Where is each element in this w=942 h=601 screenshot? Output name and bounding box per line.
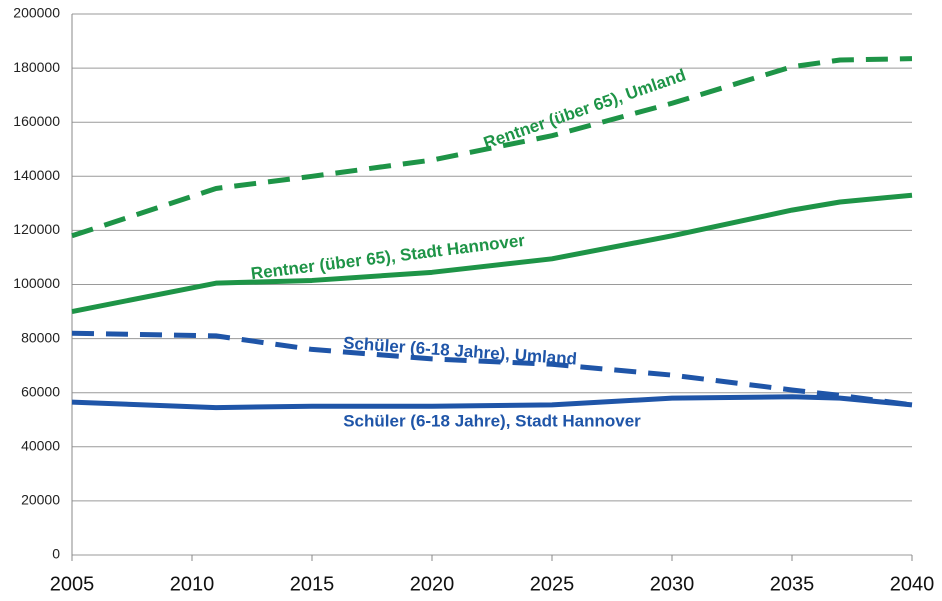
y-tick-label: 180000 [13, 59, 60, 75]
y-tick-label: 120000 [13, 221, 60, 237]
y-tick-label: 40000 [21, 438, 60, 454]
series-label: Rentner (über 65), Umland [481, 65, 688, 152]
y-tick-label: 100000 [13, 275, 60, 291]
series-line [71, 56, 913, 239]
y-tick-label: 200000 [13, 5, 60, 21]
y-tick-label: 80000 [21, 329, 60, 345]
x-tick-label: 2010 [170, 573, 215, 595]
y-tick-label: 60000 [21, 383, 60, 399]
y-tick-label: 140000 [13, 167, 60, 183]
y-tick-label: 160000 [13, 113, 60, 129]
x-tick-label: 2040 [890, 573, 935, 595]
x-tick-label: 2035 [770, 573, 815, 595]
x-tick-label: 2020 [410, 573, 455, 595]
series-label: Schüler (6-18 Jahre), Stadt Hannover [343, 411, 641, 430]
series-line [71, 330, 913, 408]
y-tick-label: 0 [52, 546, 60, 562]
x-tick-label: 2025 [530, 573, 575, 595]
x-tick-label: 2005 [50, 573, 95, 595]
series-line [71, 192, 913, 315]
x-tick-label: 2030 [650, 573, 695, 595]
x-tick-label: 2015 [290, 573, 335, 595]
y-tick-label: 20000 [21, 492, 60, 508]
series-line [71, 394, 913, 411]
